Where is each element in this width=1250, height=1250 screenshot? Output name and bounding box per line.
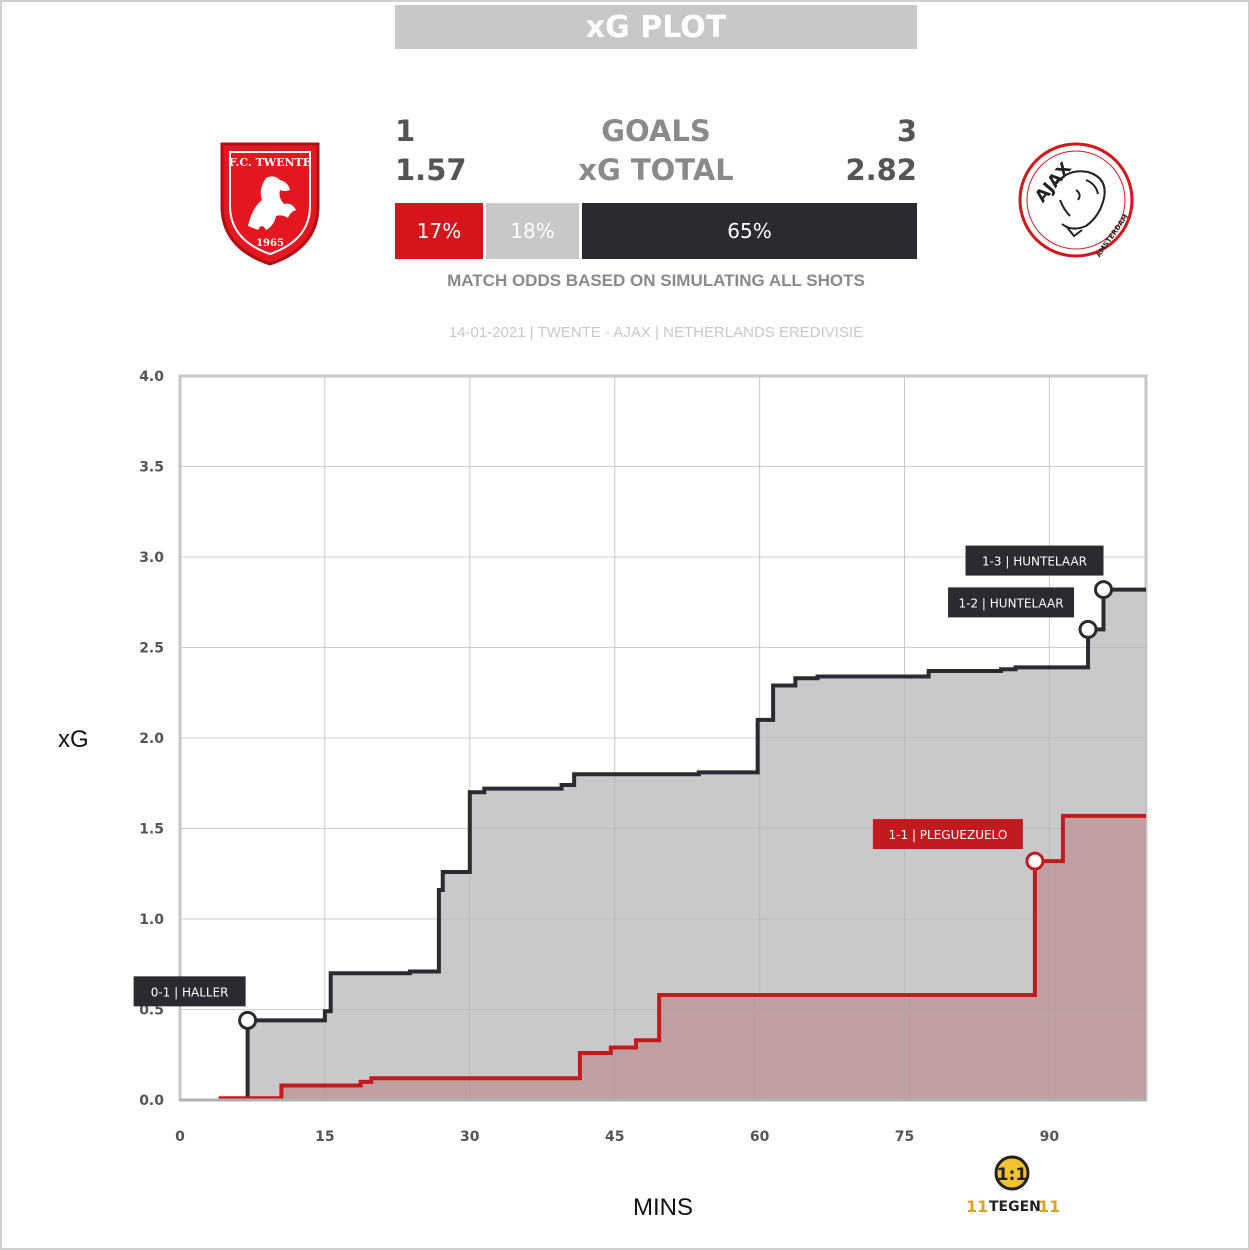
goal-label: 1-2 | HUNTELAAR — [959, 596, 1064, 610]
goal-label: 1-3 | HUNTELAAR — [982, 555, 1087, 569]
page-title: xG PLOT — [395, 5, 917, 49]
away-team-logo: AJAX AMSTERDAM — [1018, 142, 1134, 259]
brand-watermark: 1:1 11 TEGEN 11 — [966, 1155, 1060, 1216]
x-tick-label: 60 — [750, 1129, 770, 1145]
x-tick-label: 75 — [895, 1129, 914, 1145]
series-fill-2 — [220, 815, 1146, 1100]
series-line-2 — [218, 813, 1146, 1101]
series-line-1 — [245, 587, 1146, 1100]
goal-label: 1-1 | PLEGUEZUELO — [889, 828, 1008, 842]
x-tick-label: 45 — [605, 1129, 624, 1145]
home-team-logo: F.C. TWENTE 1965 — [220, 142, 320, 266]
xg-total-row: 1.57 xG TOTAL 2.82 — [395, 153, 917, 189]
goal-marker — [1078, 619, 1098, 639]
goals-row: 1 GOALS 3 — [395, 114, 917, 150]
x-tick-label: 0 — [175, 1129, 185, 1145]
goal-label-box — [872, 819, 1023, 850]
brand-mid: TEGEN — [989, 1199, 1041, 1215]
home-logo-name: F.C. TWENTE — [229, 156, 311, 169]
ajax-head-icon — [1055, 170, 1106, 238]
y-tick-label: 1.0 — [139, 912, 164, 928]
x-axis-title: MINS — [633, 1194, 693, 1221]
odds-segment-1: 17% — [395, 203, 483, 259]
y-tick-label: 3.0 — [139, 550, 164, 566]
horse-icon — [248, 176, 296, 230]
y-tick-label: 4.0 — [139, 369, 164, 385]
away-goals: 3 — [896, 114, 917, 148]
series-fill-1 — [247, 589, 1146, 1100]
away-xg-total: 2.82 — [845, 153, 917, 187]
y-axis-title: xG — [58, 726, 89, 753]
goal-label-box — [133, 976, 246, 1007]
goal-marker — [1093, 580, 1113, 600]
y-tick-label: 0.5 — [139, 1003, 164, 1019]
svg-text:1:1: 1:1 — [997, 1165, 1027, 1185]
x-tick-label: 90 — [1040, 1129, 1060, 1145]
goal-marker — [238, 1010, 258, 1030]
x-tick-label: 15 — [315, 1129, 334, 1145]
brand-left: 11 — [966, 1197, 988, 1216]
odds-caption: MATCH ODDS BASED ON SIMULATING ALL SHOTS — [447, 271, 865, 290]
x-tick-label: 30 — [460, 1129, 480, 1145]
goal-label-box — [948, 587, 1075, 618]
y-tick-label: 2.0 — [139, 731, 164, 747]
xg-total-label: xG TOTAL — [578, 153, 734, 187]
home-logo-year: 1965 — [256, 238, 284, 249]
match-info: 14-01-2021 | TWENTE - AJAX | NETHERLANDS… — [448, 324, 864, 341]
odds-segment-3: 65% — [582, 203, 917, 259]
match-odds-bar: 17% 18% 65% — [395, 203, 917, 259]
y-tick-label: 0.0 — [139, 1093, 164, 1109]
goals-label: GOALS — [601, 114, 711, 148]
y-tick-label: 3.5 — [139, 460, 164, 476]
y-tick-label: 2.5 — [139, 641, 164, 657]
goal-label: 0-1 | HALLER — [151, 985, 229, 999]
home-goals: 1 — [395, 114, 416, 148]
home-xg-total: 1.57 — [395, 153, 467, 187]
y-tick-label: 1.5 — [139, 822, 164, 838]
goal-label-box — [965, 545, 1104, 576]
odds-segment-2: 18% — [486, 203, 579, 259]
goal-marker — [1025, 851, 1045, 871]
brand-right: 11 — [1038, 1197, 1060, 1216]
